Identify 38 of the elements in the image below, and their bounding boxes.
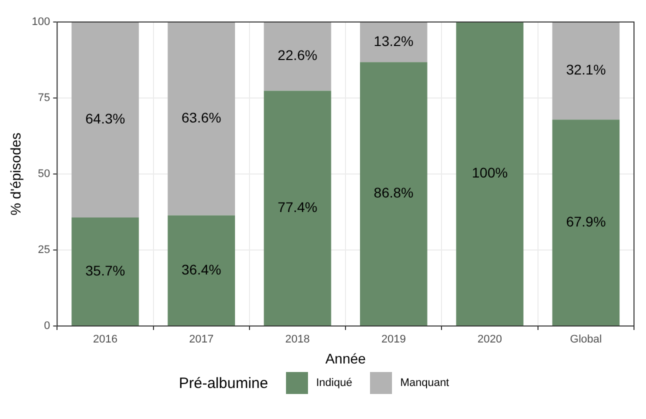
bar (360, 22, 428, 62)
data-label: 77.4% (278, 198, 318, 215)
y-tick-label: 0 (44, 320, 50, 332)
x-tick-label: 2018 (285, 334, 310, 346)
bar (168, 22, 236, 216)
y-tick-label: 50 (38, 168, 50, 180)
data-label: 67.9% (566, 213, 606, 230)
bar (264, 22, 332, 91)
data-label: 13.2% (374, 32, 414, 49)
data-label: 64.3% (85, 110, 126, 127)
data-label: 22.6% (278, 47, 318, 64)
y-tick-label: 75 (38, 92, 50, 104)
bar (168, 215, 236, 326)
bar (552, 120, 620, 326)
legend-label: Manquant (400, 377, 450, 389)
data-label: 32.1% (566, 62, 606, 78)
legend-label: Indiqué (316, 377, 352, 389)
bar (360, 62, 428, 326)
bar (552, 22, 620, 120)
x-tick-label: 2020 (478, 334, 502, 346)
data-label: 36.4% (182, 261, 222, 278)
data-label: 86.8% (374, 184, 414, 201)
x-axis-title: Année (325, 350, 366, 366)
x-tick-label: Global (570, 334, 602, 346)
y-tick-label: 100 (32, 16, 50, 28)
x-tick-label: 2016 (92, 334, 118, 346)
data-label: 35.7% (85, 262, 126, 278)
x-tick-label: 2019 (381, 334, 406, 346)
y-tick-label: 25 (38, 244, 50, 256)
bar (72, 217, 139, 326)
bar (72, 22, 139, 218)
legend-title: Pré-albumine (178, 374, 268, 392)
bar (456, 22, 524, 326)
y-axis-title: % d'épisodes (7, 132, 24, 216)
x-tick-label: 2017 (189, 334, 214, 346)
data-label: 63.6% (182, 110, 222, 126)
data-label: 100% (472, 164, 508, 181)
bar (264, 90, 332, 326)
